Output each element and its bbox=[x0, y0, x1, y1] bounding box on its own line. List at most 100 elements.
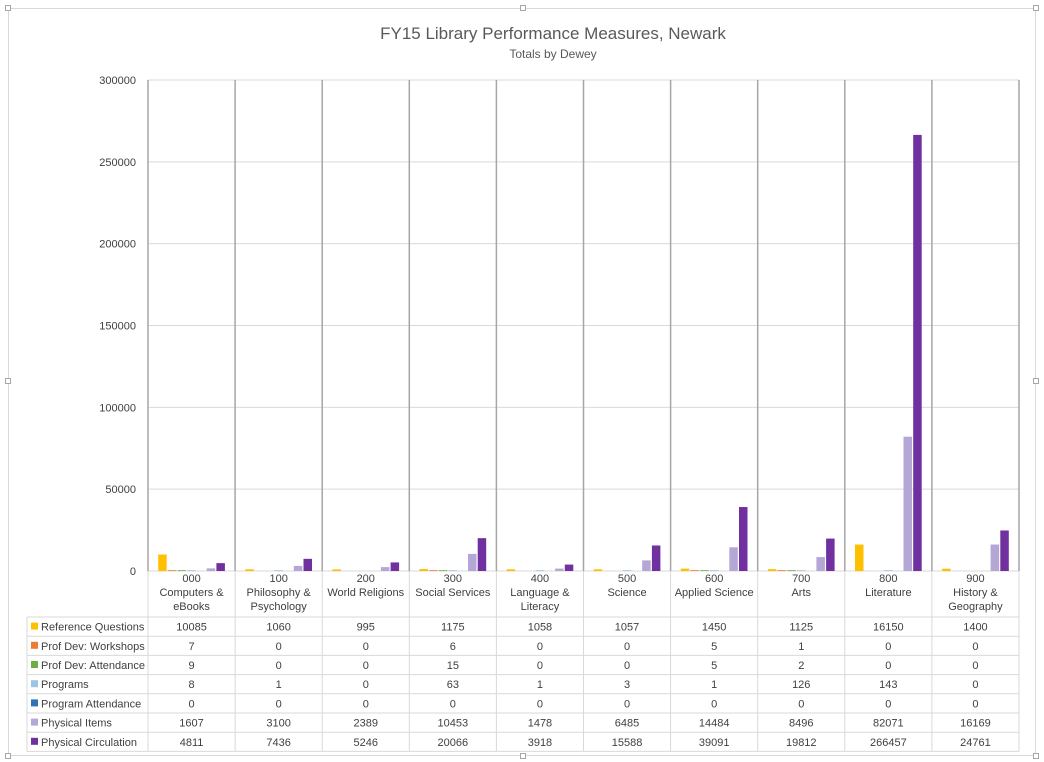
y-tick-label: 0 bbox=[130, 566, 136, 578]
table-cell: 1058 bbox=[528, 622, 552, 634]
category-label: Arts bbox=[791, 587, 811, 599]
category-label: eBooks bbox=[173, 601, 210, 613]
table-cell: 3 bbox=[624, 679, 630, 691]
bar bbox=[913, 134, 922, 571]
bar bbox=[419, 569, 428, 571]
resize-handle-bottom-left[interactable] bbox=[5, 753, 11, 759]
category-label: Psychology bbox=[251, 601, 308, 613]
table-cell: 4811 bbox=[180, 737, 204, 749]
bar bbox=[448, 570, 458, 571]
category-label: 000 bbox=[182, 573, 200, 585]
bar bbox=[942, 568, 951, 571]
table-cell: 63 bbox=[447, 679, 459, 691]
bar bbox=[680, 568, 690, 571]
chart-title: FY15 Library Performance Measures, Newar… bbox=[380, 24, 726, 43]
table-cell: 5246 bbox=[354, 737, 378, 749]
table-cell: 0 bbox=[885, 698, 891, 710]
resize-handle-left[interactable] bbox=[5, 378, 11, 384]
legend-key bbox=[31, 737, 38, 745]
bar bbox=[777, 570, 787, 571]
table-cell: 143 bbox=[879, 679, 897, 691]
category-label: 300 bbox=[444, 573, 462, 585]
table-cell: 9 bbox=[188, 660, 194, 672]
table-cell: 0 bbox=[885, 660, 891, 672]
chart-frame[interactable] bbox=[5, 5, 1039, 759]
table-cell: 995 bbox=[357, 622, 375, 634]
table-cell: 0 bbox=[972, 660, 978, 672]
table-cell: 1057 bbox=[615, 622, 639, 634]
table-cell: 7436 bbox=[266, 737, 290, 749]
category-label: 200 bbox=[357, 573, 375, 585]
resize-handle-bottom-right[interactable] bbox=[1033, 753, 1039, 759]
category-label: 600 bbox=[705, 573, 723, 585]
legend-key bbox=[31, 718, 38, 726]
category-label: History & bbox=[953, 587, 998, 599]
bar bbox=[506, 569, 516, 571]
table-cell: 1 bbox=[276, 679, 282, 691]
bar bbox=[903, 436, 912, 571]
category-label: Science bbox=[607, 587, 646, 599]
table-cell: 82071 bbox=[873, 718, 904, 730]
table-cell: 1125 bbox=[789, 622, 813, 634]
table-cell: 19812 bbox=[786, 737, 817, 749]
table-cell: 8 bbox=[188, 679, 194, 691]
table-cell: 24761 bbox=[960, 737, 991, 749]
resize-handle-top[interactable] bbox=[520, 5, 526, 11]
bar bbox=[651, 545, 661, 571]
table-cell: 0 bbox=[624, 698, 630, 710]
table-cell: 0 bbox=[276, 641, 282, 653]
category-label: Philosophy & bbox=[247, 587, 312, 599]
category-label: World Religions bbox=[327, 587, 404, 599]
legend-label: Programs bbox=[41, 679, 89, 691]
legend-key bbox=[31, 680, 38, 688]
bar bbox=[709, 570, 719, 571]
table-cell: 0 bbox=[537, 660, 543, 672]
table-cell: 5 bbox=[711, 660, 717, 672]
resize-handle-top-left[interactable] bbox=[5, 5, 11, 11]
table-cell: 6 bbox=[450, 641, 456, 653]
chart-subtitle: Totals by Dewey bbox=[509, 47, 596, 61]
bar bbox=[990, 544, 1000, 571]
resize-handle-bottom[interactable] bbox=[520, 753, 526, 759]
table-cell: 8496 bbox=[789, 718, 813, 730]
table-cell: 16169 bbox=[960, 718, 991, 730]
table-cell: 0 bbox=[624, 660, 630, 672]
bar bbox=[564, 564, 574, 571]
table-cell: 126 bbox=[792, 679, 810, 691]
bar bbox=[622, 570, 632, 571]
table-cell: 1060 bbox=[266, 622, 290, 634]
bar bbox=[642, 560, 651, 571]
table-cell: 0 bbox=[798, 698, 804, 710]
legend-label: Prof Dev: Attendance bbox=[41, 660, 145, 672]
bar bbox=[293, 565, 303, 571]
table-cell: 0 bbox=[537, 641, 543, 653]
bar bbox=[303, 558, 312, 571]
y-tick-label: 50000 bbox=[105, 484, 136, 496]
bar bbox=[390, 562, 400, 571]
resize-handle-right[interactable] bbox=[1033, 378, 1039, 384]
table-cell: 0 bbox=[711, 698, 717, 710]
legend-label: Program Attendance bbox=[41, 698, 141, 710]
resize-handle-top-right[interactable] bbox=[1033, 5, 1039, 11]
table-cell: 0 bbox=[276, 660, 282, 672]
legend-key bbox=[31, 622, 38, 630]
table-cell: 1 bbox=[798, 641, 804, 653]
table-cell: 0 bbox=[363, 641, 369, 653]
legend-key bbox=[31, 661, 38, 668]
table-cell: 3100 bbox=[266, 718, 290, 730]
table-cell: 1450 bbox=[702, 622, 726, 634]
table-cell: 2389 bbox=[354, 718, 378, 730]
bar bbox=[700, 570, 709, 571]
bar bbox=[468, 553, 477, 571]
bar bbox=[739, 507, 748, 571]
legend-label: Physical Circulation bbox=[41, 737, 137, 749]
bar bbox=[797, 570, 806, 571]
bar bbox=[245, 569, 254, 571]
bar bbox=[593, 569, 603, 571]
category-label: Computers & bbox=[159, 587, 224, 599]
table-cell: 5 bbox=[711, 641, 717, 653]
bar bbox=[177, 570, 187, 571]
bar bbox=[767, 569, 777, 571]
table-cell: 0 bbox=[885, 641, 891, 653]
